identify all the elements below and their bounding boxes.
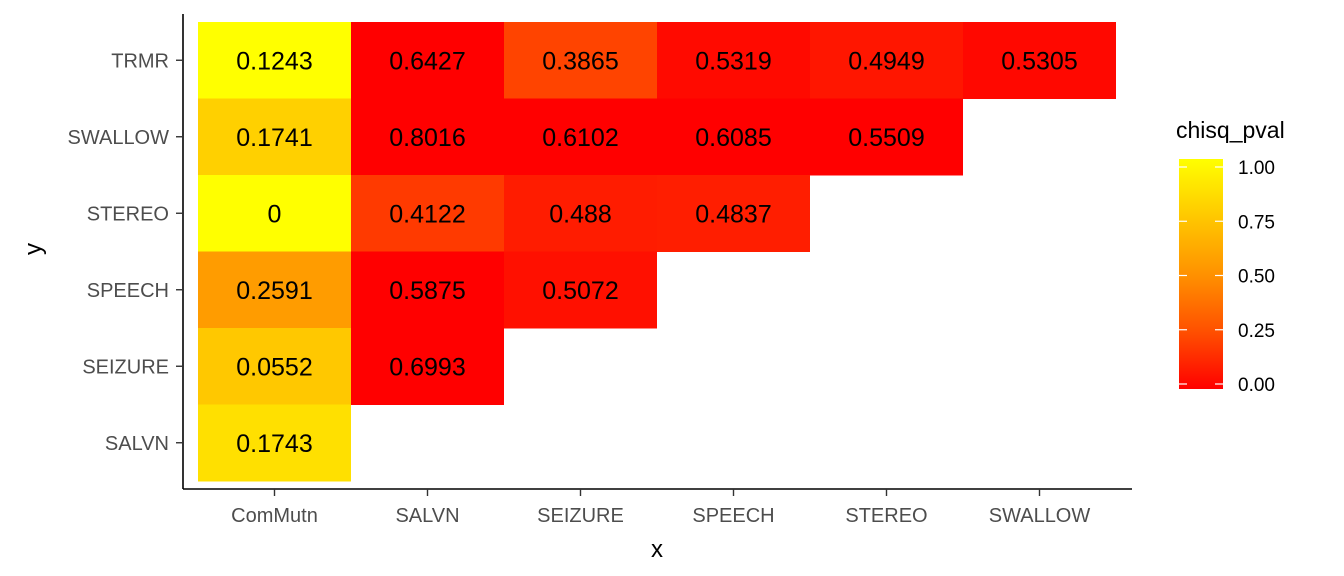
y-axis-title: y xyxy=(20,243,47,255)
heatmap-cells xyxy=(198,22,1116,482)
legend-colorbar xyxy=(1179,159,1223,389)
cell-value-label: 0.6085 xyxy=(695,124,771,152)
y-tick-label: SEIZURE xyxy=(82,356,169,378)
heatmap-cell xyxy=(810,98,963,176)
heatmap-cell xyxy=(504,22,657,99)
y-tick-label: SALVN xyxy=(105,433,169,455)
cell-value-label: 0.4949 xyxy=(848,47,924,75)
x-tick-label: ComMutn xyxy=(231,505,318,527)
x-tick-label: SEIZURE xyxy=(537,505,624,527)
heatmap-cell xyxy=(198,404,351,482)
x-tick-label: SALVN xyxy=(395,505,459,527)
heatmap-cell xyxy=(198,22,351,99)
cell-value-label: 0.6102 xyxy=(542,124,618,152)
x-axis-title: x xyxy=(651,536,663,563)
x-tick-label: SPEECH xyxy=(692,505,774,527)
cell-value-label: 0.1743 xyxy=(236,430,312,458)
heatmap-cell xyxy=(810,22,963,99)
legend-title: chisq_pval xyxy=(1176,117,1285,143)
heatmap-cell xyxy=(504,98,657,176)
cell-value-label: 0.0552 xyxy=(236,353,312,381)
cell-value-label: 0.1741 xyxy=(236,124,312,152)
heatmap-cell xyxy=(198,175,351,252)
x-axis-ticks: ComMutn SALVN SEIZURE SPEECH STEREO SWALLOW xyxy=(231,489,1090,527)
heatmap-cell xyxy=(198,251,351,329)
legend: chisq_pval 1.00 0.75 0.50 0.25 0.00 xyxy=(1176,117,1285,396)
cell-value-label: 0.5319 xyxy=(695,47,771,75)
cell-value-label: 0 xyxy=(268,200,282,228)
cell-value-label: 0.488 xyxy=(549,200,612,228)
cell-value-label: 0.2591 xyxy=(236,277,312,305)
axes xyxy=(182,14,1132,490)
cell-value-label: 0.5875 xyxy=(389,277,465,305)
cell-value-label: 0.3865 xyxy=(542,47,618,75)
cell-value-label: 0.8016 xyxy=(389,124,465,152)
heatmap-cell xyxy=(657,175,810,252)
legend-ticks: 1.00 0.75 0.50 0.25 0.00 xyxy=(1179,158,1275,396)
cell-value-label: 0.4837 xyxy=(695,200,771,228)
cell-value-label: 0.5072 xyxy=(542,277,618,305)
heatmap-cell xyxy=(657,98,810,176)
legend-tick-label: 1.00 xyxy=(1238,158,1275,179)
heatmap-cell xyxy=(504,175,657,252)
x-tick-label: SWALLOW xyxy=(989,505,1091,527)
heatmap-cell xyxy=(198,328,351,405)
heatmap-cell xyxy=(657,22,810,99)
y-axis-ticks: SALVN SEIZURE SPEECH STEREO SWALLOW TRMR xyxy=(68,50,183,455)
cell-value-label: 0.4122 xyxy=(389,200,465,228)
y-tick-label: TRMR xyxy=(111,50,169,72)
cell-value-label: 0.6993 xyxy=(389,353,465,381)
heatmap-cell xyxy=(351,175,504,252)
legend-tick-label: 0.75 xyxy=(1238,212,1275,233)
cell-value-label: 0.6427 xyxy=(389,47,465,75)
x-tick-label: STEREO xyxy=(845,505,927,527)
y-tick-label: SWALLOW xyxy=(68,127,170,149)
legend-tick-label: 0.50 xyxy=(1238,267,1275,288)
cell-value-label: 0.1243 xyxy=(236,47,312,75)
heatmap-cell xyxy=(504,251,657,329)
legend-tick-label: 0.00 xyxy=(1238,375,1275,396)
heatmap-cell-labels: 0.1243 0.6427 0.3865 0.5319 0.4949 0.5305 0.17… xyxy=(236,47,1077,458)
heatmap-cell xyxy=(963,22,1116,99)
heatmap-cell xyxy=(351,328,504,405)
y-tick-label: SPEECH xyxy=(87,280,169,302)
heatmap-cell xyxy=(198,98,351,176)
legend-tick-label: 0.25 xyxy=(1238,321,1275,342)
heatmap-cell xyxy=(351,251,504,329)
heatmap-cell xyxy=(351,98,504,176)
cell-value-label: 0.5305 xyxy=(1001,47,1077,75)
cell-value-label: 0.5509 xyxy=(848,124,924,152)
heatmap-cell xyxy=(351,22,504,99)
y-tick-label: STEREO xyxy=(87,203,169,225)
